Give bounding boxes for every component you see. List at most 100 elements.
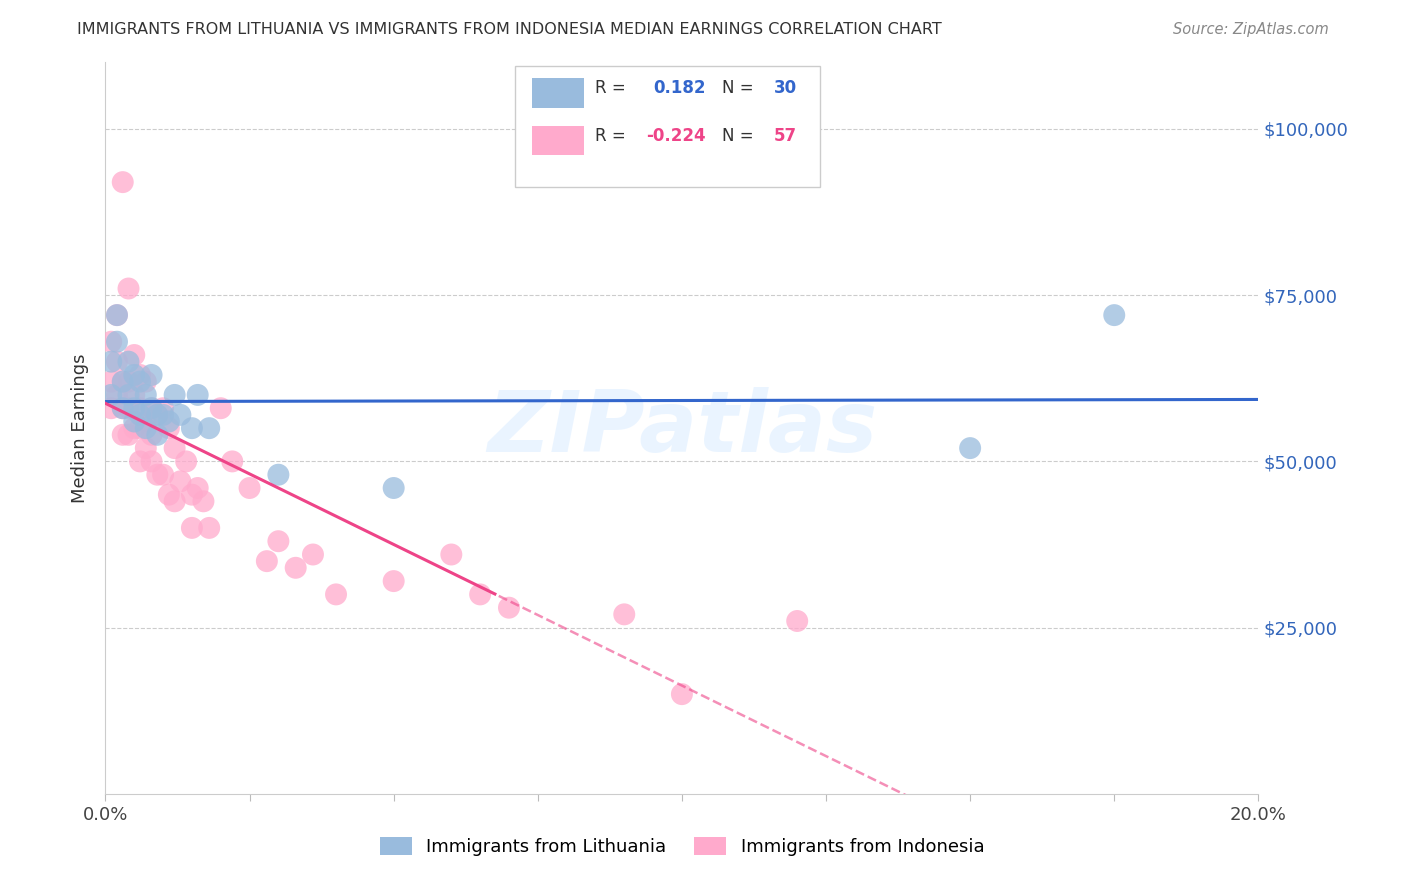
Point: [180, 488, 204, 502]
Point: [146, 427, 169, 442]
Point: [141, 454, 163, 468]
Point: [152, 467, 174, 482]
Point: [440, 548, 463, 562]
FancyBboxPatch shape: [515, 66, 820, 186]
Point: [382, 481, 405, 495]
Point: [124, 415, 146, 429]
Point: [100, 375, 122, 389]
Point: [613, 607, 636, 622]
Text: Source: ZipAtlas.com: Source: ZipAtlas.com: [1173, 22, 1329, 37]
Point: [117, 281, 139, 295]
Point: [111, 175, 134, 189]
Point: [111, 375, 134, 389]
Point: [959, 441, 981, 455]
Point: [129, 454, 152, 468]
Point: [105, 388, 128, 402]
Point: [117, 354, 139, 368]
Point: [135, 415, 157, 429]
Point: [180, 421, 204, 435]
Point: [124, 368, 146, 382]
Text: 0.182: 0.182: [654, 79, 706, 97]
Point: [117, 427, 139, 442]
Point: [163, 494, 186, 508]
Text: IMMIGRANTS FROM LITHUANIA VS IMMIGRANTS FROM INDONESIA MEDIAN EARNINGS CORRELATI: IMMIGRANTS FROM LITHUANIA VS IMMIGRANTS …: [77, 22, 942, 37]
Text: -0.224: -0.224: [647, 127, 706, 145]
Point: [163, 441, 186, 455]
Point: [105, 308, 128, 322]
Point: [157, 488, 180, 502]
Legend: Immigrants from Lithuania, Immigrants from Indonesia: Immigrants from Lithuania, Immigrants fr…: [371, 828, 993, 865]
Point: [141, 368, 163, 382]
Point: [111, 401, 134, 416]
Point: [146, 408, 169, 422]
Point: [105, 308, 128, 322]
Point: [302, 548, 325, 562]
Point: [209, 401, 232, 416]
Point: [124, 421, 146, 435]
Point: [187, 481, 209, 495]
Point: [135, 375, 157, 389]
Point: [135, 441, 157, 455]
Point: [498, 600, 520, 615]
Text: R =: R =: [596, 127, 631, 145]
Point: [100, 388, 122, 402]
Bar: [531, 78, 583, 108]
Point: [124, 348, 146, 362]
Point: [256, 554, 278, 568]
Point: [105, 334, 128, 349]
Point: [146, 408, 169, 422]
Bar: [531, 126, 583, 155]
Point: [117, 375, 139, 389]
Point: [198, 421, 221, 435]
Point: [382, 574, 405, 588]
Point: [187, 388, 209, 402]
Point: [100, 354, 122, 368]
Point: [100, 334, 122, 349]
Point: [117, 388, 139, 402]
Point: [284, 561, 307, 575]
Point: [180, 521, 204, 535]
Point: [129, 375, 152, 389]
Point: [129, 401, 152, 416]
Point: [786, 614, 808, 628]
Point: [221, 454, 243, 468]
Point: [174, 454, 197, 468]
Point: [135, 421, 157, 435]
Point: [111, 401, 134, 416]
Point: [198, 521, 221, 535]
Text: 57: 57: [775, 127, 797, 145]
Point: [169, 475, 191, 489]
Point: [111, 375, 134, 389]
Point: [141, 427, 163, 442]
Point: [124, 401, 146, 416]
Point: [146, 467, 169, 482]
Point: [129, 368, 152, 382]
Point: [117, 401, 139, 416]
Point: [129, 408, 152, 422]
Text: 30: 30: [775, 79, 797, 97]
Point: [267, 534, 290, 549]
Point: [239, 481, 262, 495]
Text: N =: N =: [723, 127, 759, 145]
Text: N =: N =: [723, 79, 759, 97]
Point: [169, 408, 191, 422]
Point: [193, 494, 215, 508]
Point: [152, 401, 174, 416]
Point: [135, 388, 157, 402]
Y-axis label: Median Earnings: Median Earnings: [72, 353, 90, 503]
Point: [100, 401, 122, 416]
Text: R =: R =: [596, 79, 631, 97]
Point: [1102, 308, 1125, 322]
Point: [129, 421, 152, 435]
Point: [157, 415, 180, 429]
Point: [124, 388, 146, 402]
Point: [163, 388, 186, 402]
Point: [157, 421, 180, 435]
Point: [111, 427, 134, 442]
Point: [105, 354, 128, 368]
Point: [470, 587, 492, 601]
Text: ZIPatlas: ZIPatlas: [486, 386, 877, 470]
Point: [141, 401, 163, 416]
Point: [267, 467, 290, 482]
Point: [152, 408, 174, 422]
